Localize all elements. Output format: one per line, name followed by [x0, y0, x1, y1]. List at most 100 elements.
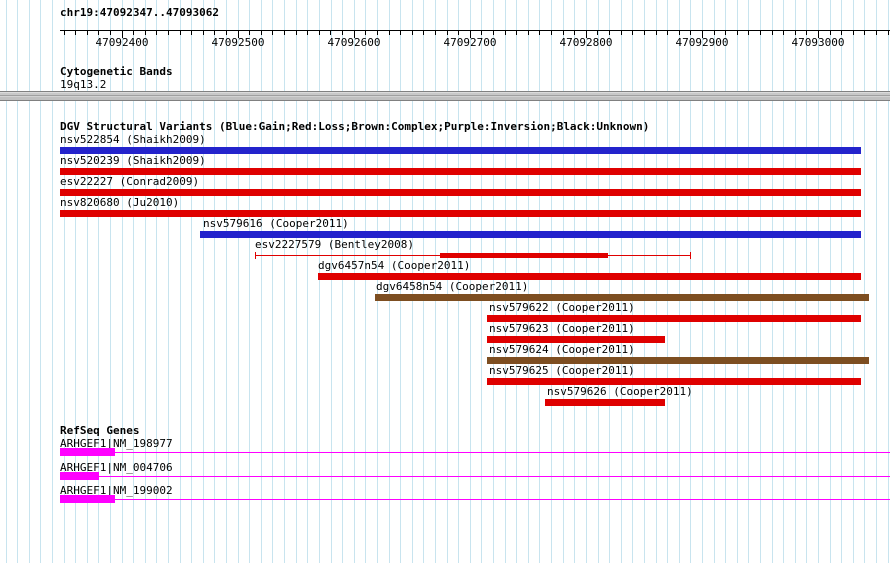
gridline	[620, 0, 622, 563]
gridline	[75, 0, 77, 563]
variant-bar[interactable]	[60, 168, 861, 175]
ruler-minor-tick	[736, 31, 738, 35]
variant-bar[interactable]	[60, 189, 861, 196]
variant-label: dgv6458n54 (Cooper2011)	[376, 280, 529, 293]
variant-bar[interactable]	[440, 253, 608, 258]
variant-label: nsv579616 (Cooper2011)	[203, 217, 349, 230]
variant-bar[interactable]	[60, 210, 861, 217]
variant-bar[interactable]	[545, 399, 665, 406]
variant-bar[interactable]	[200, 231, 861, 238]
ruler-major-tick	[470, 31, 471, 38]
ruler-minor-tick	[794, 31, 796, 35]
ruler-minor-tick	[527, 31, 529, 35]
gridline	[852, 0, 854, 563]
ruler-minor-tick	[260, 31, 262, 35]
gridline	[249, 0, 251, 563]
ruler-minor-tick	[98, 31, 100, 35]
gridline	[434, 0, 436, 563]
ruler-minor-tick	[342, 31, 344, 35]
variant-bar[interactable]	[60, 147, 861, 154]
ruler-minor-tick	[574, 31, 576, 35]
ruler-minor-tick	[446, 31, 448, 35]
gridline	[260, 0, 262, 563]
gridline	[295, 0, 297, 563]
variant-label: esv22227 (Conrad2009)	[60, 175, 200, 188]
gene-label: ARHGEF1|NM_199002	[60, 484, 173, 497]
variant-bar[interactable]	[487, 378, 861, 385]
gridline	[864, 0, 866, 563]
gridline	[504, 0, 506, 563]
track-title-cytobands: Cytogenetic Bands	[60, 65, 173, 78]
gridline	[156, 0, 158, 563]
ruler-minor-tick	[620, 31, 622, 35]
gridline	[516, 0, 518, 563]
ruler-minor-tick	[295, 31, 297, 35]
gridline	[841, 0, 843, 563]
cytoband-rect[interactable]	[0, 91, 890, 101]
variant-label: nsv579626 (Cooper2011)	[547, 385, 693, 398]
variant-bar[interactable]	[487, 336, 665, 343]
gene-box[interactable]	[60, 448, 115, 456]
gene-box[interactable]	[60, 472, 99, 480]
variant-bar[interactable]	[318, 273, 861, 280]
gridline	[818, 0, 820, 563]
gridline	[400, 0, 402, 563]
gridline	[365, 0, 367, 563]
ruler-minor-tick	[852, 31, 854, 35]
ruler-minor-tick	[423, 31, 425, 35]
ruler-tick-label: 47092800	[559, 36, 613, 49]
gridline	[655, 0, 657, 563]
ruler-major-tick	[354, 31, 355, 38]
ruler-minor-tick	[829, 31, 831, 35]
variant-label: nsv579622 (Cooper2011)	[489, 301, 635, 314]
gridline	[17, 0, 19, 563]
ruler-major-tick	[238, 31, 239, 38]
gridline	[678, 0, 680, 563]
ruler-minor-tick	[284, 31, 286, 35]
ruler-minor-tick	[539, 31, 541, 35]
variant-bar[interactable]	[487, 315, 861, 322]
gene-label: ARHGEF1|NM_004706	[60, 461, 173, 474]
ruler-minor-tick	[434, 31, 436, 35]
gridline	[191, 0, 193, 563]
gene-box[interactable]	[60, 495, 115, 503]
ruler-major-tick	[818, 31, 819, 38]
gridline	[794, 0, 796, 563]
variant-label: nsv579624 (Cooper2011)	[489, 343, 635, 356]
ruler-minor-tick	[516, 31, 518, 35]
variant-label: esv2227579 (Bentley2008)	[255, 238, 414, 251]
variant-bar[interactable]	[375, 294, 869, 301]
gridline	[51, 0, 53, 563]
ruler-minor-tick	[144, 31, 146, 35]
gridline	[806, 0, 808, 563]
variant-range-cap-left	[255, 252, 256, 259]
gridline	[86, 0, 88, 563]
variant-bar[interactable]	[487, 357, 869, 364]
gridline	[690, 0, 692, 563]
ruler-minor-tick	[75, 31, 77, 35]
cytoband-name-label: 19q13.2	[60, 78, 107, 91]
ruler-minor-tick	[214, 31, 216, 35]
gridline	[643, 0, 645, 563]
gridline	[63, 0, 65, 563]
gridline	[144, 0, 146, 563]
gridline	[446, 0, 448, 563]
gridline	[202, 0, 204, 563]
gridline	[562, 0, 564, 563]
ruler-minor-tick	[179, 31, 181, 35]
ruler-minor-tick	[504, 31, 506, 35]
ruler-minor-tick	[330, 31, 332, 35]
ruler-minor-tick	[841, 31, 843, 35]
ruler-minor-tick	[678, 31, 680, 35]
gridline	[388, 0, 390, 563]
gridline	[585, 0, 587, 563]
gridline	[783, 0, 785, 563]
gridline	[423, 0, 425, 563]
ruler-minor-tick	[643, 31, 645, 35]
ruler-minor-tick	[887, 31, 889, 35]
ruler-tick-label: 47092600	[327, 36, 381, 49]
gridline	[609, 0, 611, 563]
gene-line	[60, 499, 890, 500]
